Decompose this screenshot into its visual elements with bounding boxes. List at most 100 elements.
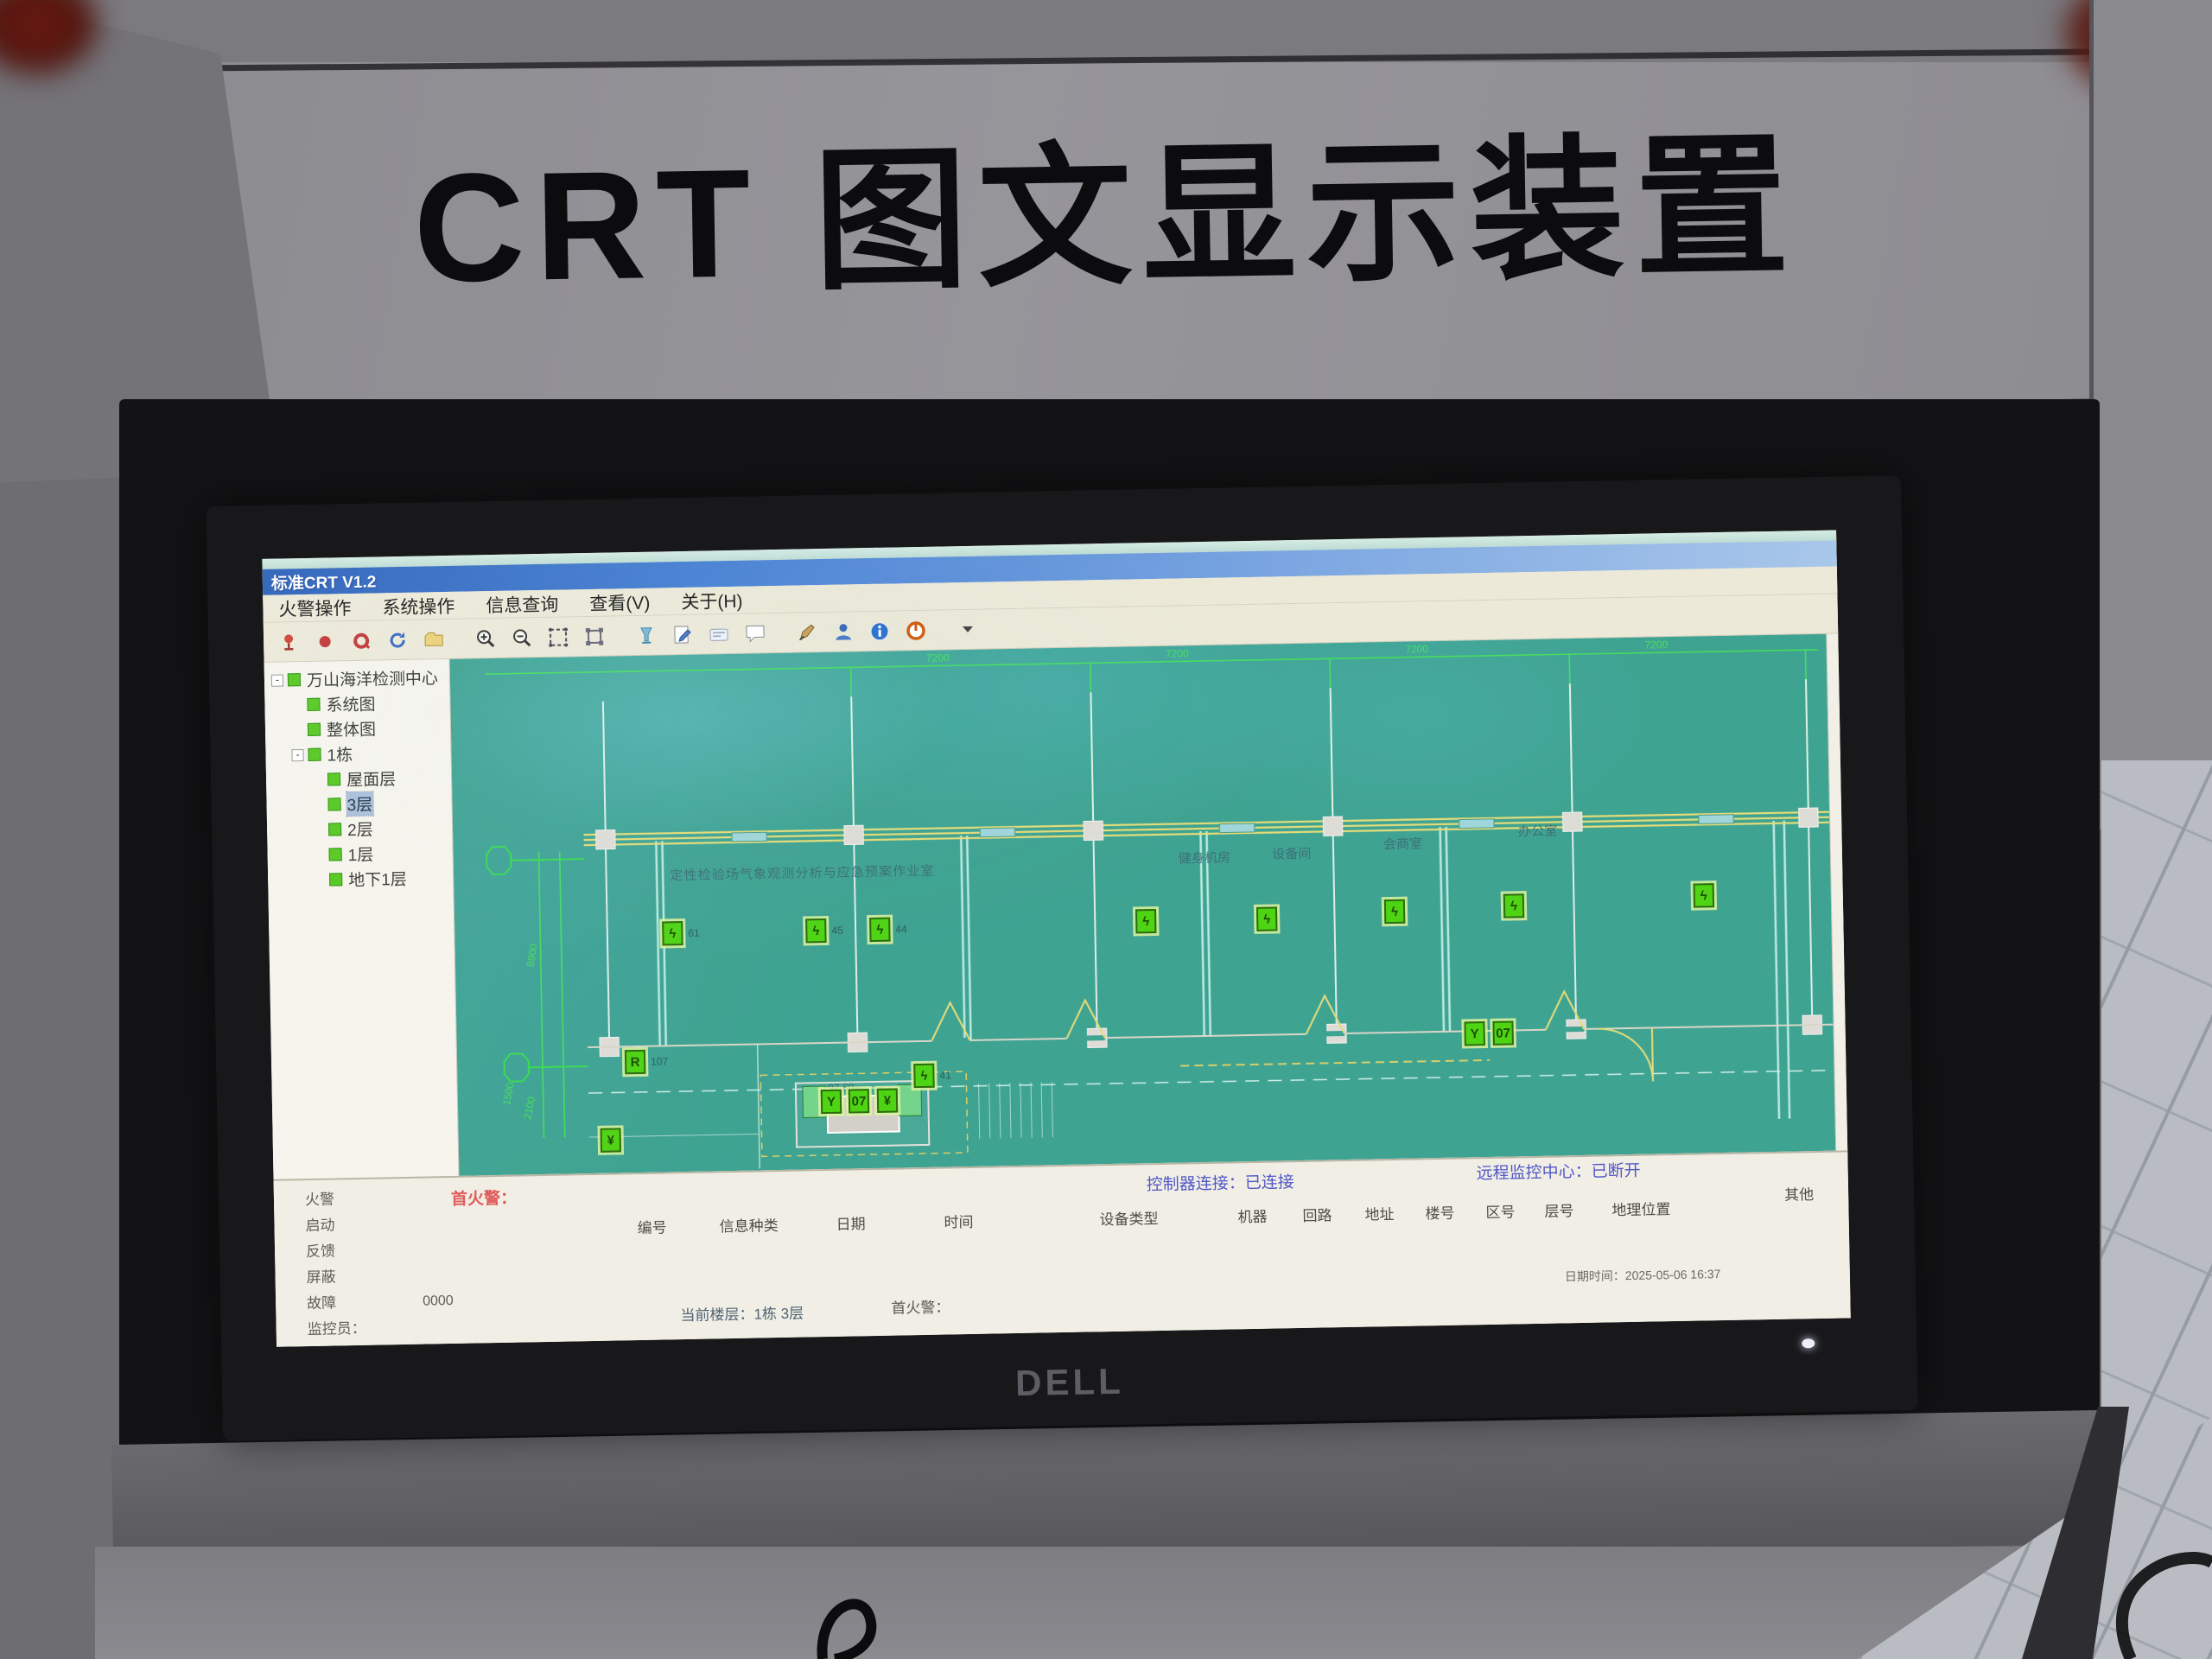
tree-node-icon — [307, 697, 321, 711]
detector-icon-10[interactable]: 07 — [848, 1089, 870, 1114]
wall-columns — [595, 807, 1823, 1058]
tree-item-8[interactable]: 地下1层 — [268, 865, 453, 893]
datetime-label: 日期时间：2025-05-06 16:37 — [1564, 1267, 1721, 1284]
grid-bubbles — [486, 845, 588, 1083]
tree-node-icon — [308, 747, 321, 761]
zoom-out-button[interactable] — [507, 624, 537, 652]
tree-node-icon — [287, 673, 302, 687]
column-header-12: 其他 — [1783, 1186, 1815, 1204]
tree-item-7[interactable]: 1层 — [267, 840, 452, 868]
controller-status: 控制器连接：已连接 — [1146, 1173, 1295, 1195]
power-button[interactable] — [901, 616, 931, 645]
detector-icon-5[interactable]: ϟ — [1383, 899, 1406, 925]
menu-item-3[interactable]: 查看(V) — [589, 593, 651, 614]
svg-text:办公室: 办公室 — [1518, 824, 1558, 840]
detector-glyph: ϟ — [1510, 898, 1518, 913]
detector-glyph: ¥ — [883, 1093, 892, 1109]
reset-ring-button[interactable] — [346, 626, 377, 655]
menu-item-2[interactable]: 信息查询 — [486, 594, 559, 616]
refresh-button[interactable] — [383, 626, 413, 654]
comment-bubble-button[interactable] — [741, 620, 771, 648]
stairs — [978, 1082, 1053, 1139]
floor-plan-canvas[interactable]: 7200 7200 7200 7200 8900 1500 2100 — [449, 633, 1836, 1176]
column-grid — [601, 679, 1814, 1047]
tree-label: 2层 — [346, 821, 373, 841]
detector-icon-9[interactable]: Y — [820, 1089, 842, 1115]
column-header-8: 楼号 — [1425, 1205, 1455, 1223]
menu-item-4[interactable]: 关于(H) — [681, 591, 743, 613]
tree-item-6[interactable]: 2层 — [267, 815, 452, 843]
menu-item-0[interactable]: 火警操作 — [278, 598, 352, 620]
expand-toggle-icon[interactable]: - — [291, 748, 304, 761]
column-header-6: 回路 — [1302, 1207, 1332, 1224]
operator-user-button[interactable] — [829, 618, 859, 646]
tree-item-1[interactable]: 系统图 — [264, 690, 449, 718]
svg-text:1500: 1500 — [500, 1081, 517, 1106]
more-button[interactable] — [953, 615, 983, 644]
detector-icon-11[interactable]: ¥ — [876, 1088, 899, 1113]
zoom-in-button[interactable] — [471, 624, 501, 652]
alarm-type-label-0: 火警 — [304, 1191, 335, 1209]
detector-glyph: ϟ — [1142, 913, 1150, 929]
dell-monitor: 标准CRT V1.2 火警操作 系统操作 信息查询 查看(V) 关于(H) - 万山海洋检… — [206, 475, 1918, 1441]
tree-item-5[interactable]: 3层 — [266, 790, 451, 818]
fit-frame-button[interactable] — [580, 622, 610, 651]
detector-glyph: ϟ — [1390, 904, 1399, 919]
svg-text:7200: 7200 — [1644, 639, 1668, 651]
tree-item-0[interactable]: - 万山海洋检测中心 — [264, 664, 449, 693]
detector-icon-12[interactable]: ϟ 41 — [913, 1063, 951, 1089]
tree-item-3[interactable]: - 1栋 — [265, 740, 450, 768]
detector-icon-2[interactable]: ϟ 44 — [869, 917, 907, 943]
column-header-0: 编号 — [637, 1219, 667, 1237]
corridor-wall-top — [583, 810, 1830, 847]
query-goblet-button[interactable] — [632, 621, 662, 650]
column-header-7: 地址 — [1364, 1206, 1395, 1224]
detector-glyph: ϟ — [1700, 887, 1707, 903]
column-header-11: 地理位置 — [1611, 1201, 1671, 1219]
detector-glyph: 07 — [851, 1093, 867, 1109]
svg-text:会商室: 会商室 — [1383, 836, 1423, 852]
svg-text:设备间: 设备间 — [1272, 847, 1312, 862]
detector-layer: ϟ 61 ϟ 45 ϟ 44 ϟ ϟ ϟ ϟ ϟ R 107 Y 07 ¥ ϟ 41 Y 07 ¥ — [450, 634, 1836, 1176]
fire-mic-button[interactable] — [274, 628, 304, 657]
info-button[interactable] — [865, 617, 895, 645]
detector-icon-0[interactable]: ϟ 61 — [662, 921, 700, 946]
menu-item-1[interactable]: 系统操作 — [382, 596, 455, 618]
open-folder-button[interactable] — [419, 625, 449, 653]
tree-label: 3层 — [346, 791, 374, 817]
window-title: 标准CRT V1.2 — [270, 572, 377, 594]
detector-icon-3[interactable]: ϟ — [1135, 908, 1157, 934]
first-alarm-bottom-label: 首火警： — [891, 1299, 950, 1317]
detector-icon-1[interactable]: ϟ 45 — [805, 918, 843, 944]
detector-icon-13[interactable]: Y — [1464, 1021, 1485, 1046]
device-title: CRT 图文显示装置 — [412, 120, 1801, 315]
detector-address-label: 45 — [831, 924, 843, 937]
partition-walls — [655, 820, 1791, 1119]
detector-icon-15[interactable]: ¥ — [600, 1128, 622, 1153]
mute-dot-button[interactable] — [310, 627, 340, 656]
alarm-type-label-1: 启动 — [305, 1217, 335, 1235]
column-header-2: 日期 — [836, 1216, 866, 1233]
detector-icon-6[interactable]: ϟ — [1503, 893, 1525, 918]
detector-icon-14[interactable]: 07 — [1492, 1020, 1514, 1046]
detector-icon-4[interactable]: ϟ — [1255, 906, 1278, 931]
tree-item-2[interactable]: 整体图 — [265, 715, 450, 743]
fit-selection-button[interactable] — [543, 623, 574, 652]
room-labels: 定性检验场气象观测分析与应急预案作业室 健身机房 设备间 会商室 办公室 97.… — [670, 824, 1558, 1094]
detector-icon-8[interactable]: R 107 — [624, 1049, 668, 1075]
tree-label: 整体图 — [326, 721, 377, 741]
detector-glyph: ϟ — [812, 923, 820, 938]
detector-icon-7[interactable]: ϟ — [1693, 883, 1715, 908]
column-header-1: 信息种类 — [719, 1217, 779, 1236]
message-window-button[interactable] — [704, 620, 734, 648]
alarm-type-label-5: 监控员： — [307, 1319, 366, 1338]
kiosk-bottom-panel — [95, 1547, 2108, 1659]
expand-toggle-icon[interactable]: - — [270, 673, 284, 687]
detector-glyph: 07 — [1496, 1026, 1511, 1041]
edit-document-button[interactable] — [668, 620, 698, 649]
sign-pen-button[interactable] — [792, 619, 823, 647]
door-swings — [931, 989, 1655, 1082]
tree-item-4[interactable]: 屋面层 — [266, 765, 451, 793]
detector-glyph: ¥ — [607, 1133, 615, 1148]
svg-text:定性检验场气象观测分析与应急预案作业室: 定性检验场气象观测分析与应急预案作业室 — [670, 863, 934, 884]
